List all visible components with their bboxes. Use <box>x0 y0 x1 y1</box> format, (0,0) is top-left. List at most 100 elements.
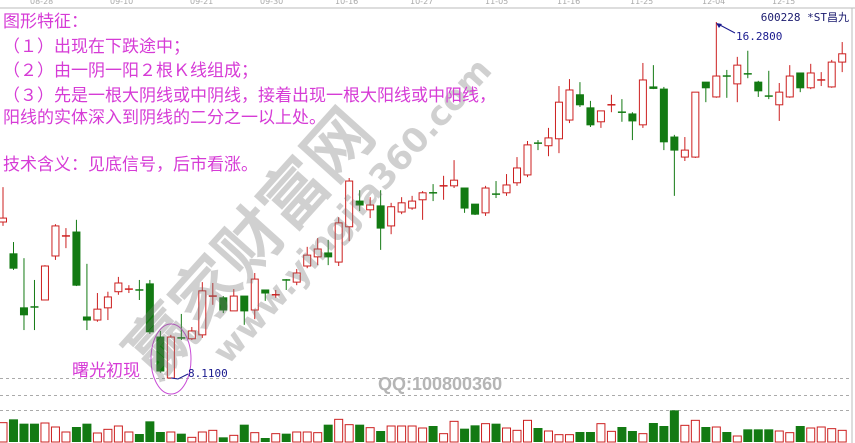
volume-bar-down <box>176 433 186 442</box>
x-tick-label: 12-04 <box>702 0 726 6</box>
notes-line-2: （２）由一阴一阳２根Ｋ线组成； <box>3 61 258 81</box>
volume-bar-up <box>92 432 102 443</box>
candle-up-body <box>93 308 102 321</box>
volume-bar-down <box>743 429 753 442</box>
pattern-highlight-circle <box>150 323 192 395</box>
volume-bar-up <box>554 434 564 443</box>
candle-up-body <box>502 184 511 194</box>
volume-bar-down <box>669 410 679 442</box>
candle-up-body <box>366 204 375 211</box>
volume-bar-up <box>302 431 312 443</box>
candle-down-body <box>460 187 469 209</box>
volume-bar-up <box>50 426 60 443</box>
candle-up-body <box>838 53 847 63</box>
candle-up-body <box>0 217 7 223</box>
volume-bar-up <box>596 423 606 443</box>
candle-up-body <box>40 265 49 301</box>
x-tick-label: 11-16 <box>557 0 581 6</box>
volume-bar-up <box>386 425 396 443</box>
candle-up-body <box>166 336 175 379</box>
volume-bar-down <box>617 427 627 442</box>
candle-down-body <box>649 86 658 89</box>
volume-bar-up <box>197 431 207 443</box>
candle-down-body <box>376 205 385 229</box>
candle-up-body <box>418 192 427 201</box>
volume-bar-up <box>407 425 417 443</box>
volume-bar-down <box>71 427 81 442</box>
volume-bar-up <box>523 419 532 443</box>
volume-bar-up <box>512 429 522 443</box>
candle-up-body <box>481 187 490 214</box>
volume-bar-up <box>774 430 784 443</box>
volume-bar-down <box>795 426 805 442</box>
candle-up-body <box>691 91 700 158</box>
candle-up-body <box>292 272 301 283</box>
volume-bar-up <box>124 431 134 443</box>
candle-down-body <box>659 88 668 143</box>
volume-bar-up <box>449 420 459 443</box>
high-price-label: 16.2800 <box>736 30 783 43</box>
candle-up-body <box>680 149 689 158</box>
volume-bar-up <box>827 428 837 443</box>
watermark-qq: QQ:100800360 <box>378 374 503 394</box>
candle-up-body <box>387 206 396 227</box>
volume-bar-up <box>40 422 50 443</box>
candle-down-body <box>796 72 805 89</box>
candle-up-body <box>229 295 238 312</box>
volume-bar-up <box>439 433 449 443</box>
volume-bar-down <box>648 423 658 442</box>
volume-bar-up <box>543 430 553 443</box>
volume-bar-down <box>585 432 595 442</box>
candle-down-body <box>72 231 81 286</box>
x-tick-label: 10-27 <box>410 0 434 6</box>
volume-bar-up <box>250 432 260 443</box>
stock-label: 600228 *ST昌九 <box>760 11 849 24</box>
candle-up-body <box>596 110 605 123</box>
candle-up-body <box>775 91 784 106</box>
volume-bar-up <box>806 427 816 443</box>
volume-bar-down <box>218 437 228 442</box>
notes-line-4: 阳线的实体深入到阴线的二分之一以上处。 <box>3 108 326 128</box>
candle-down-body <box>754 81 763 92</box>
volume-bar-down <box>533 428 543 442</box>
volume-bar-up <box>502 427 512 443</box>
volume-bar-down <box>82 423 92 442</box>
candle-up-body <box>103 296 112 309</box>
volume-bar-up <box>61 431 71 443</box>
candle-up-body <box>827 61 836 88</box>
x-tick-label: 09-10 <box>110 0 134 6</box>
x-tick-label: 09-21 <box>190 0 214 6</box>
x-tick-label: 12-15 <box>772 0 796 6</box>
candle-down-body <box>471 203 480 215</box>
low-pointer-line <box>170 373 189 380</box>
candle-down-body <box>240 295 249 312</box>
volume-bar-up <box>680 424 690 443</box>
candle-down-body <box>670 136 679 151</box>
volume-bar-down <box>470 425 480 442</box>
x-tick-label: 10-16 <box>335 0 359 6</box>
volume-bar-up <box>606 430 616 443</box>
volume-bar-up <box>187 436 197 443</box>
candle-up-body <box>198 290 207 336</box>
candle-up-body <box>565 89 574 121</box>
volume-bar-up <box>816 426 826 443</box>
volume-bar-up <box>344 424 354 443</box>
volume-bar-up <box>711 426 721 443</box>
volume-bar-up <box>785 432 795 443</box>
volume-bar-down <box>659 426 669 442</box>
candle-up-body <box>303 254 312 267</box>
volume-bar-down <box>627 431 637 442</box>
volume-bar-up <box>334 418 344 443</box>
candle-down-body <box>19 307 28 316</box>
volume-bar-down <box>355 424 365 442</box>
candle-up-body <box>785 75 794 98</box>
notes-line-1: （１）出现在下跌途中； <box>3 37 190 57</box>
volume-bar-up <box>229 434 239 443</box>
candle-up-body <box>638 79 647 126</box>
volume-bar-down <box>764 429 774 442</box>
candle-down-body <box>324 252 333 258</box>
volume-bar-down <box>428 426 438 442</box>
volume-bar-up <box>0 422 8 443</box>
